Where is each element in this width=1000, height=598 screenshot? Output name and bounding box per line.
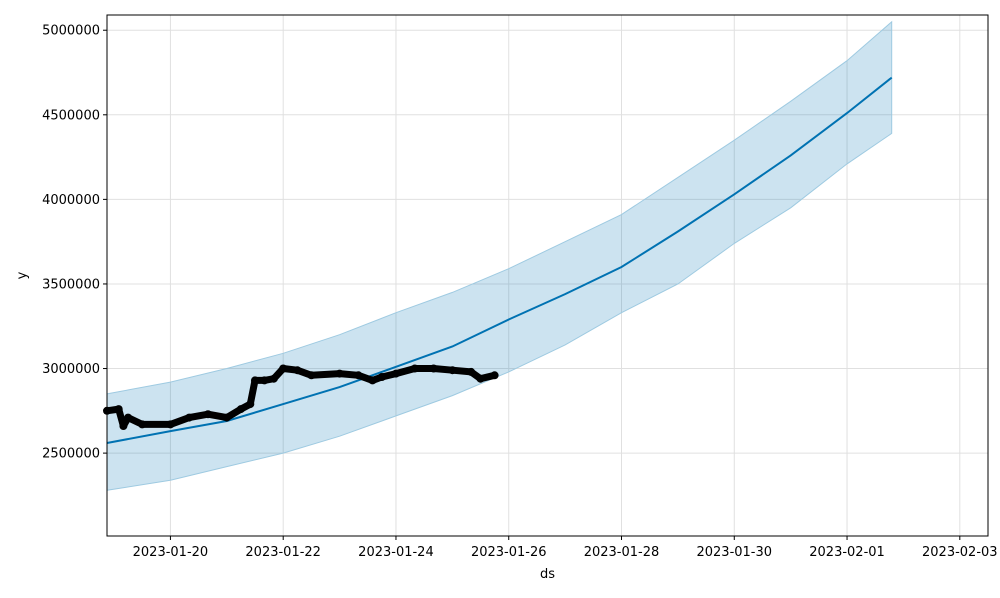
observed-point bbox=[476, 374, 485, 383]
x-tick-label: 2023-01-30 bbox=[696, 545, 772, 560]
observed-point bbox=[368, 376, 377, 385]
x-axis-label: ds bbox=[540, 567, 555, 582]
observed-point bbox=[260, 376, 269, 385]
x-tick-label: 2023-01-26 bbox=[471, 545, 547, 560]
observed-point bbox=[293, 366, 302, 375]
y-tick-label: 2500000 bbox=[42, 447, 100, 462]
observed-point bbox=[222, 413, 231, 422]
forecast-line bbox=[106, 76, 893, 444]
y-tick-label: 3500000 bbox=[42, 277, 100, 292]
observed-point bbox=[448, 366, 457, 375]
observed-point bbox=[429, 364, 438, 373]
observed-point bbox=[114, 405, 123, 414]
y-tick-label: 5000000 bbox=[42, 24, 100, 39]
x-tick-label: 2023-02-01 bbox=[809, 545, 885, 560]
observed-point bbox=[124, 413, 133, 422]
x-axis-ticks: 2023-01-20 2023-01-22 2023-01-24 2023-01-26… bbox=[133, 536, 998, 560]
grid-layer bbox=[107, 15, 988, 536]
x-tick-label: 2023-01-24 bbox=[358, 545, 434, 560]
x-tick-label: 2023-01-20 bbox=[133, 545, 209, 560]
observed-point bbox=[251, 376, 259, 385]
x-tick-label: 2023-01-22 bbox=[245, 545, 321, 560]
observed-point bbox=[269, 374, 278, 383]
y-tick-label: 4500000 bbox=[42, 108, 100, 123]
observed-point bbox=[204, 410, 212, 419]
observed-point bbox=[467, 367, 476, 376]
observed-point bbox=[410, 364, 419, 373]
y-tick-label: 4000000 bbox=[42, 193, 100, 208]
x-tick-label: 2023-01-28 bbox=[584, 545, 660, 560]
observed-point bbox=[377, 373, 386, 381]
observed-point bbox=[335, 369, 344, 378]
observed-point bbox=[279, 364, 288, 373]
observed-point bbox=[354, 371, 363, 380]
observed-point bbox=[119, 422, 128, 430]
observed-point bbox=[307, 371, 316, 380]
y-axis-label: y bbox=[15, 271, 30, 279]
observed-point bbox=[490, 371, 499, 380]
plot-frame bbox=[106, 14, 989, 537]
observed-point bbox=[185, 413, 194, 422]
observed-point bbox=[166, 420, 175, 429]
y-axis-ticks: 2500000 3000000 3500000 4000000 4500000 50000… bbox=[42, 24, 107, 462]
observed-point bbox=[138, 420, 147, 429]
observed-points-layer bbox=[103, 364, 499, 430]
observed-point bbox=[236, 405, 245, 414]
observed-point bbox=[392, 369, 400, 378]
x-tick-label: 2023-02-03 bbox=[922, 545, 998, 560]
observed-point bbox=[246, 400, 255, 409]
y-tick-label: 3000000 bbox=[42, 362, 100, 377]
observed-trace bbox=[103, 365, 499, 430]
forecast-line-layer bbox=[106, 76, 893, 444]
